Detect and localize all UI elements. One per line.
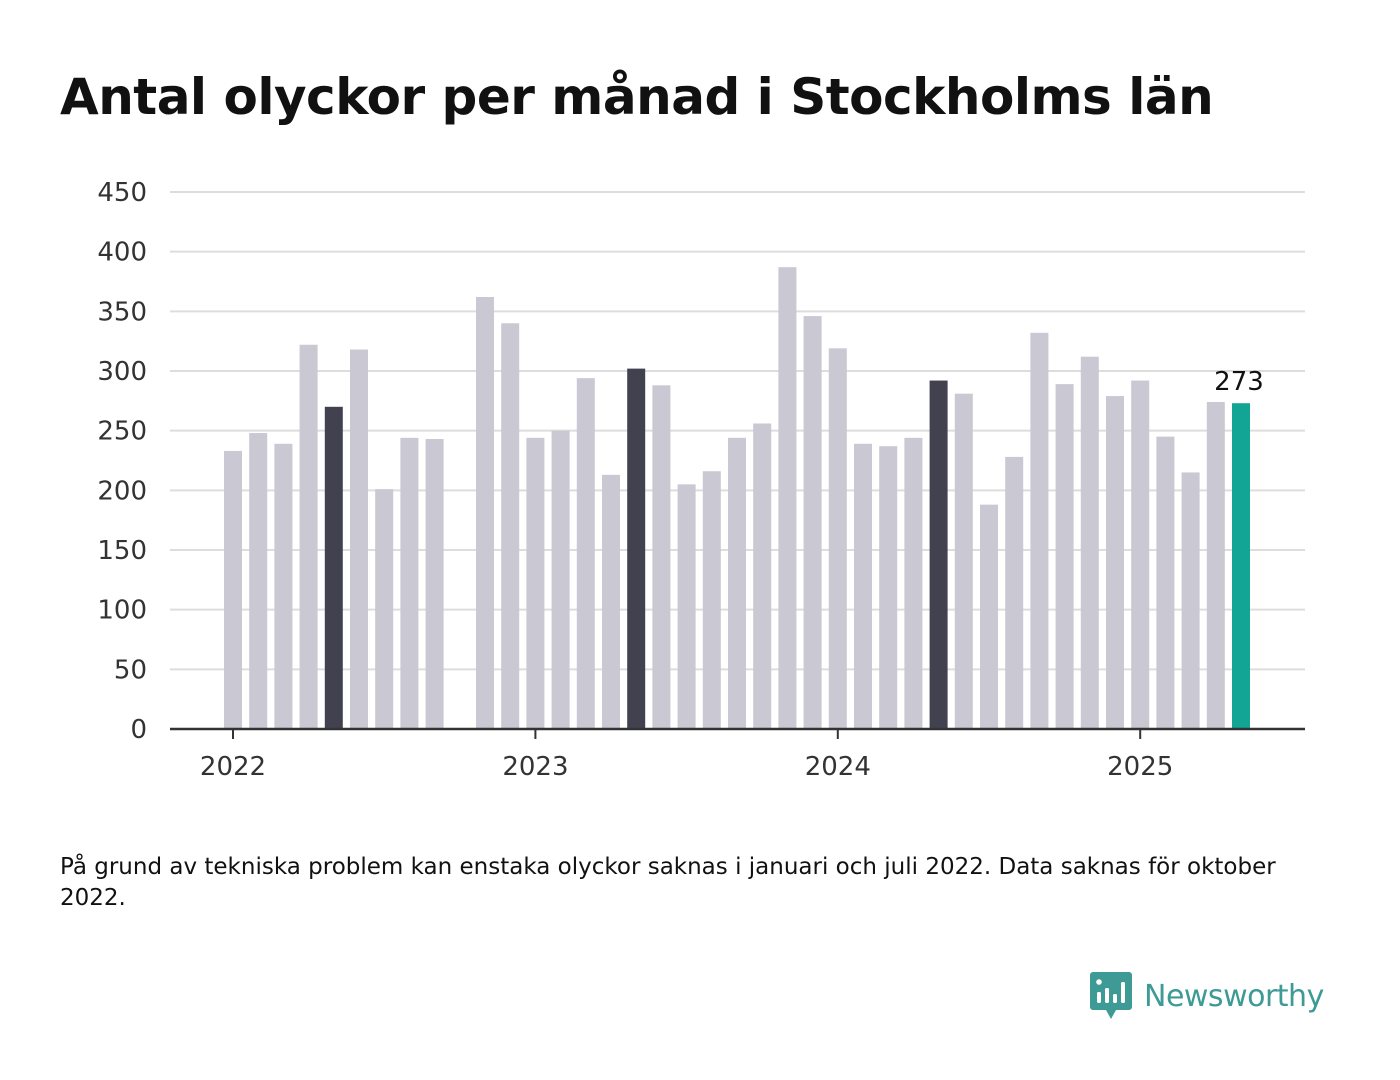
bar-2023-09 — [728, 437, 746, 729]
bar-2024-09 — [1030, 332, 1049, 729]
bar-2023-01 — [526, 437, 545, 729]
bar-2024-07 — [980, 504, 998, 729]
bar-2023-05 — [627, 368, 646, 729]
x-tick-label: 2025 — [1107, 752, 1173, 782]
bar-2022-01 — [224, 450, 242, 729]
bar-2024-04 — [904, 437, 923, 729]
bars — [224, 267, 1250, 729]
bar-2024-08 — [1005, 456, 1024, 729]
bar-2022-05 — [324, 406, 343, 729]
brand: Newsworthy — [1090, 968, 1324, 1024]
footnote: På grund av tekniska problem kan enstaka… — [60, 854, 1276, 911]
bar-2024-11 — [1080, 356, 1099, 729]
bar-2022-03 — [274, 443, 293, 729]
bar-2025-05 — [1232, 403, 1250, 729]
bar-2022-12 — [501, 323, 520, 729]
bar-2024-03 — [879, 446, 898, 729]
bar-2025-02 — [1156, 436, 1175, 729]
bar-2025-03 — [1181, 472, 1200, 729]
x-tick-label: 2022 — [200, 752, 266, 782]
y-tick-label: 400 — [97, 238, 147, 268]
bar-2023-02 — [551, 430, 570, 729]
newsworthy-logo-icon — [1090, 972, 1132, 1019]
bar-2025-04 — [1206, 402, 1225, 729]
y-tick-label: 250 — [97, 417, 147, 447]
bar-2023-04 — [602, 474, 620, 729]
value-label-2025-05: 273 — [1214, 367, 1264, 397]
y-tick-label: 0 — [130, 715, 147, 745]
bar-2022-02 — [249, 433, 268, 729]
value-annotations: 273 — [1214, 367, 1264, 397]
x-axis-tick-labels: 2022 2023 2024 2025 — [200, 729, 1173, 782]
bar-2025-01 — [1131, 380, 1150, 729]
bar-2024-06 — [954, 393, 973, 729]
y-tick-label: 300 — [97, 357, 147, 387]
bar-2024-10 — [1055, 384, 1074, 729]
bar-2024-12 — [1106, 396, 1124, 729]
bar-2023-11 — [778, 267, 797, 729]
bar-2022-09 — [425, 439, 444, 729]
y-tick-label: 200 — [97, 476, 147, 506]
bar-2024-02 — [854, 443, 872, 729]
bar-2023-12 — [803, 316, 822, 729]
chart-title: Antal olyckor per månad i Stockholms län — [60, 68, 1214, 126]
bar-2022-11 — [476, 297, 494, 729]
bar-chart: 0 50 100 150 200 250 300 350 400 450 2022 2023 2024… — [97, 178, 1305, 782]
y-tick-label: 150 — [97, 536, 147, 566]
x-tick-label: 2024 — [805, 752, 871, 782]
bar-2022-06 — [350, 349, 368, 729]
bar-2023-08 — [702, 471, 721, 729]
y-tick-label: 450 — [97, 178, 147, 208]
bar-2023-03 — [576, 378, 595, 729]
y-axis-tick-labels: 0 50 100 150 200 250 300 350 400 450 — [97, 178, 147, 745]
y-tick-label: 350 — [97, 297, 147, 327]
bar-2024-01 — [828, 348, 847, 729]
bar-2024-05 — [929, 380, 948, 729]
bar-2022-08 — [400, 437, 419, 729]
x-tick-label: 2023 — [502, 752, 568, 782]
bar-2022-07 — [375, 489, 394, 729]
bar-2023-07 — [677, 484, 696, 729]
bar-2022-04 — [299, 344, 318, 729]
brand-name: Newsworthy — [1144, 978, 1324, 1014]
bar-2023-06 — [652, 385, 671, 729]
bar-2023-10 — [753, 423, 772, 729]
y-tick-label: 100 — [97, 596, 147, 626]
y-tick-label: 50 — [114, 655, 147, 685]
